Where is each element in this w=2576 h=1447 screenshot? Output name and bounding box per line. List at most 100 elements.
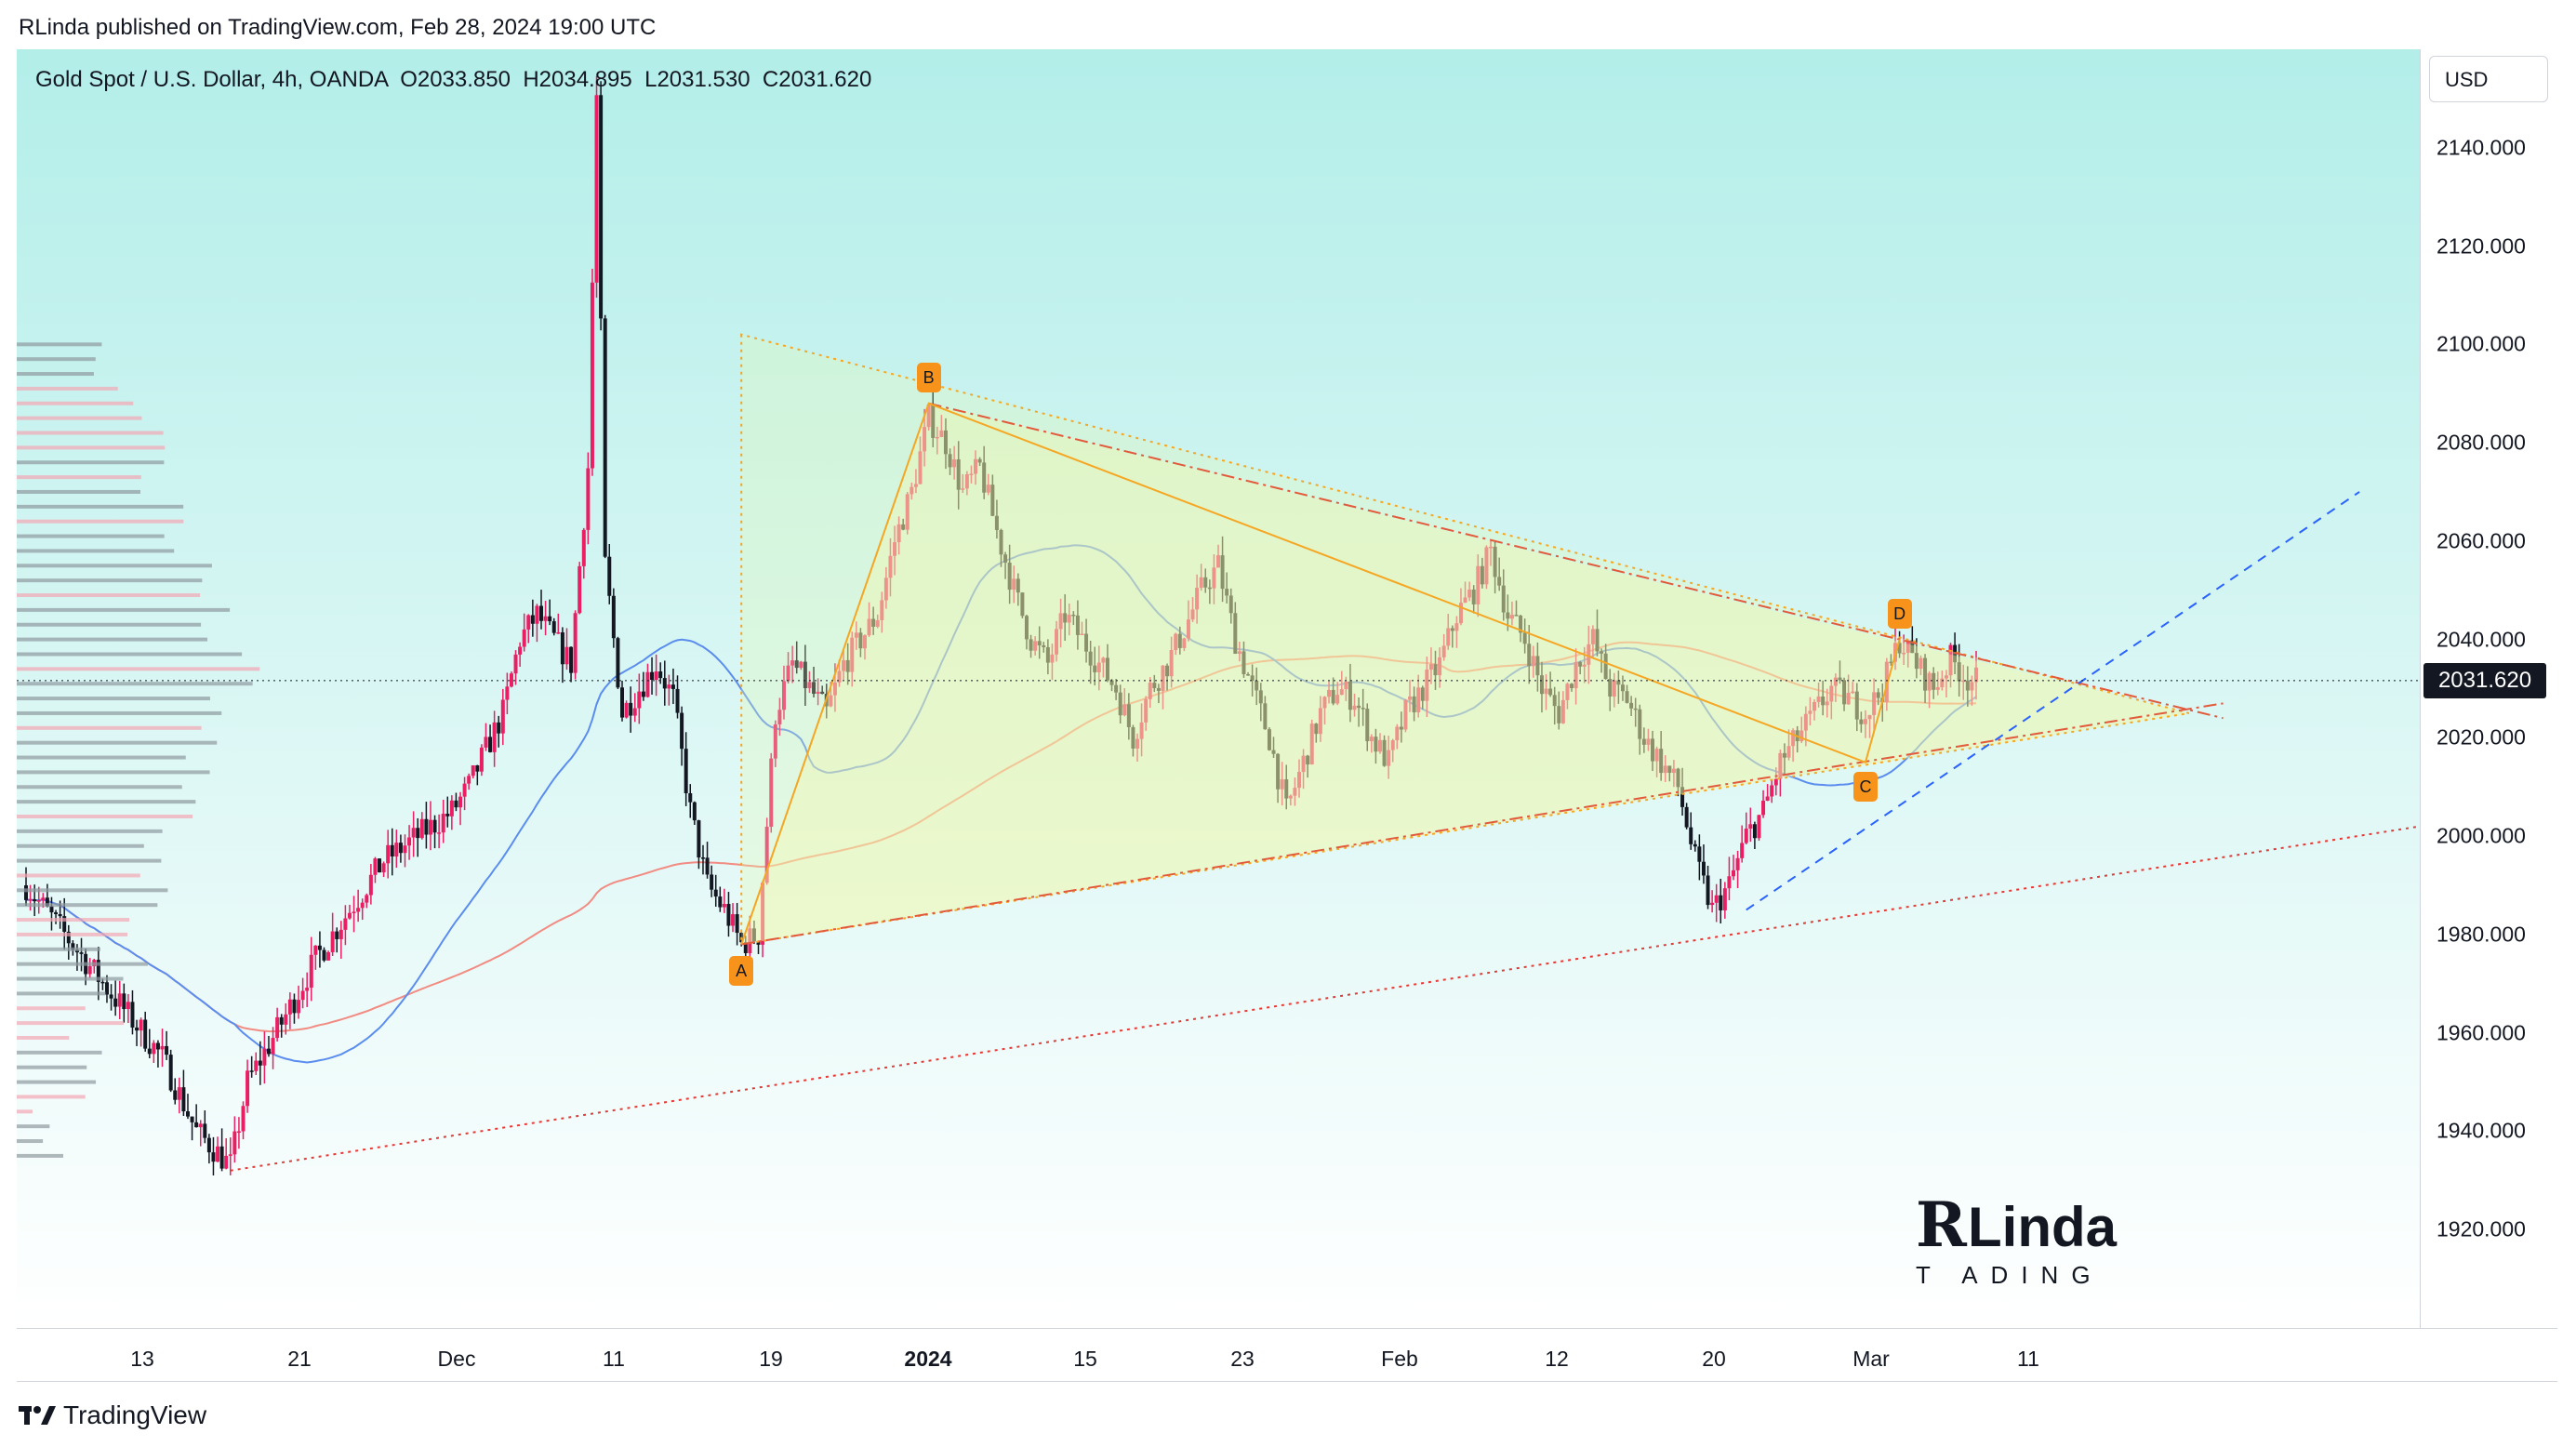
candle — [403, 834, 407, 868]
price-tick-label: 2020.000 — [2437, 724, 2526, 750]
candle — [1182, 637, 1187, 652]
candle — [497, 715, 501, 748]
pattern-point-c[interactable]: C — [1852, 771, 1878, 802]
candle — [378, 858, 382, 873]
volume-profile-bar — [17, 815, 193, 818]
volume-profile-bar — [17, 962, 148, 966]
price-chart[interactable] — [17, 49, 2421, 1328]
candle — [718, 886, 723, 912]
candle — [594, 75, 599, 299]
candle — [883, 566, 888, 609]
candle — [1207, 579, 1212, 604]
candle — [1748, 807, 1753, 843]
candle — [918, 436, 923, 485]
candle — [1267, 727, 1271, 751]
candle — [1186, 600, 1190, 642]
candle — [1552, 686, 1557, 725]
candle — [1684, 803, 1689, 830]
price-tick-label: 1940.000 — [2437, 1118, 2526, 1143]
candle — [343, 905, 348, 946]
candle — [1352, 693, 1357, 717]
volume-profile-bar — [17, 976, 124, 981]
candle — [697, 819, 701, 870]
candle — [1301, 749, 1306, 790]
candle — [620, 680, 624, 722]
pattern-point-b[interactable]: B — [916, 362, 941, 392]
candle — [1697, 834, 1702, 881]
volume-profile-bar — [17, 1124, 50, 1129]
candle — [1433, 650, 1438, 690]
candle — [616, 636, 620, 689]
candle — [432, 815, 437, 849]
time-tick-label: Mar — [1852, 1347, 1890, 1371]
svg-text:R: R — [1916, 1190, 1968, 1261]
candle — [1314, 723, 1319, 743]
candle — [1773, 767, 1778, 796]
candle — [1710, 890, 1715, 913]
currency-button[interactable]: USD — [2429, 56, 2548, 102]
candle — [1441, 633, 1446, 661]
candle — [66, 924, 71, 960]
svg-text:Linda: Linda — [1968, 1196, 2118, 1258]
candle — [165, 1030, 169, 1060]
candle — [1288, 794, 1293, 806]
candle — [858, 628, 863, 657]
candle — [1757, 815, 1761, 842]
candle — [1348, 663, 1352, 723]
volume-profile-bar — [17, 1021, 124, 1026]
volume-profile-bar — [17, 637, 208, 642]
volume-profile-bar — [17, 710, 222, 715]
candle — [356, 889, 361, 923]
candle — [203, 1110, 207, 1144]
candle — [731, 903, 736, 933]
candle — [1641, 727, 1646, 753]
volume-profile-bar — [17, 534, 165, 538]
candle — [539, 590, 544, 630]
volume-profile-bar — [17, 622, 202, 627]
candle — [1263, 696, 1268, 730]
candle — [637, 673, 642, 724]
candle — [1067, 604, 1071, 636]
price-tick-label: 2100.000 — [2437, 331, 2526, 356]
candle — [812, 666, 817, 697]
brand-name: TradingView — [63, 1401, 207, 1429]
tradingview-brand[interactable]: TradingView — [19, 1401, 206, 1430]
pattern-point-a[interactable]: A — [729, 955, 754, 986]
candle — [862, 634, 867, 660]
candle — [974, 450, 978, 485]
candle — [578, 562, 582, 615]
candle — [581, 527, 586, 579]
candle — [1663, 755, 1667, 782]
candle — [710, 865, 714, 897]
volume-profile-bar — [17, 903, 158, 908]
candle — [1944, 670, 1948, 698]
candle — [1527, 624, 1532, 684]
candle — [139, 1017, 143, 1047]
candle — [398, 834, 403, 863]
chart-pane[interactable] — [17, 49, 2421, 1328]
time-tick-label: 20 — [1702, 1347, 1726, 1371]
candle — [1573, 648, 1578, 705]
candle — [194, 1104, 199, 1128]
candle — [871, 606, 876, 635]
pattern-point-d[interactable]: D — [1887, 598, 1912, 629]
volume-profile-bar — [17, 667, 260, 671]
candle — [1118, 684, 1122, 724]
candle — [1535, 642, 1540, 692]
candle — [611, 588, 616, 648]
candle — [1161, 665, 1165, 710]
volume-profile-bar — [17, 1095, 86, 1099]
candle — [910, 482, 914, 500]
candle — [629, 686, 633, 733]
candle — [1854, 683, 1859, 732]
candle — [1693, 840, 1697, 852]
volume-profile-bar — [17, 1006, 86, 1011]
candle — [1284, 764, 1289, 810]
price-tick-label: 2140.000 — [2437, 135, 2526, 160]
candle — [964, 471, 969, 496]
time-tick-label: 11 — [603, 1347, 625, 1371]
price-tick-label: 1920.000 — [2437, 1216, 2526, 1241]
time-axis[interactable] — [17, 1328, 2557, 1382]
candle — [790, 645, 795, 684]
candle — [1233, 602, 1238, 655]
